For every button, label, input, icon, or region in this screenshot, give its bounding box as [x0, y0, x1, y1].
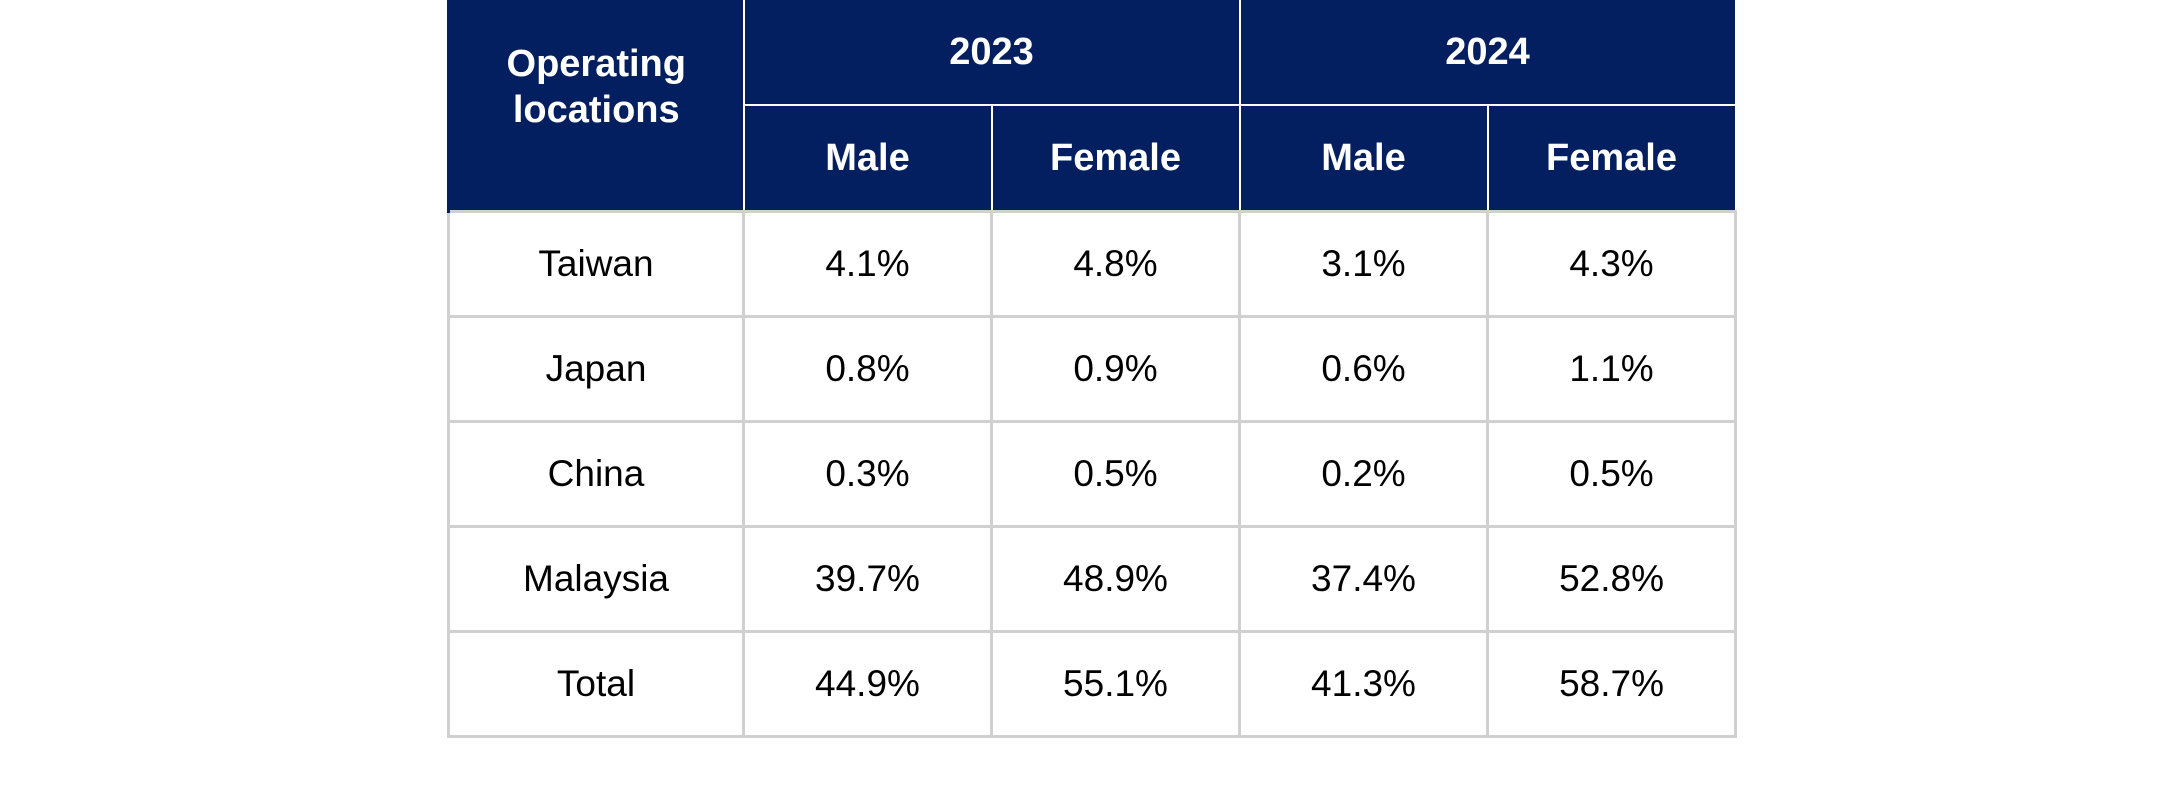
cell-2024-female: 58.7%: [1486, 630, 1738, 738]
cell-2024-female: 4.3%: [1486, 210, 1738, 318]
cell-2024-female: 52.8%: [1486, 525, 1738, 633]
cell-2023-male: 0.3%: [742, 420, 993, 528]
cell-2024-male: 3.1%: [1238, 210, 1490, 318]
table-row-total: Total 44.9% 55.1% 41.3% 58.7%: [447, 630, 1738, 738]
table-row-malaysia: Malaysia 39.7% 48.9% 37.4% 52.8%: [447, 525, 1738, 633]
header-operating-locations: Operating locations: [447, 0, 745, 213]
header-2023-male: Male: [742, 104, 993, 213]
header-row-years: Operating locations 2023 2024: [447, 0, 1737, 213]
cell-2023-male: 4.1%: [742, 210, 993, 318]
table-row-china: China 0.3% 0.5% 0.2% 0.5%: [447, 420, 1738, 528]
cell-2024-female: 1.1%: [1486, 315, 1738, 423]
cell-2024-male: 0.6%: [1238, 315, 1490, 423]
cell-2024-male: 37.4%: [1238, 525, 1490, 633]
data-table-container: Operating locations 2023 2024 Male Femal…: [447, 0, 1738, 738]
row-location: Japan: [447, 315, 745, 423]
header-year-2024: 2024: [1238, 0, 1737, 106]
cell-2023-female: 0.5%: [989, 420, 1242, 528]
cell-2023-male: 39.7%: [742, 525, 993, 633]
cell-2023-female: 0.9%: [989, 315, 1242, 423]
table-row-japan: Japan 0.8% 0.9% 0.6% 1.1%: [447, 315, 1738, 423]
header-row-gender: Male Female Male Female: [449, 104, 1737, 213]
header-2023-female: Female: [990, 104, 1241, 213]
cell-2023-female: 4.8%: [989, 210, 1242, 318]
cell-2023-female: 55.1%: [989, 630, 1242, 738]
gender-by-location-table: Operating locations 2023 2024 Male Femal…: [447, 0, 1738, 738]
cell-2023-male: 44.9%: [742, 630, 993, 738]
cell-2024-male: 0.2%: [1238, 420, 1490, 528]
cell-2024-male: 41.3%: [1238, 630, 1490, 738]
header-year-2023: 2023: [742, 0, 1241, 106]
header-2024-female: Female: [1486, 104, 1737, 213]
cell-2023-female: 48.9%: [989, 525, 1242, 633]
row-location: Malaysia: [447, 525, 745, 633]
header-2024-male: Male: [1238, 104, 1489, 213]
row-location: China: [447, 420, 745, 528]
cell-2024-female: 0.5%: [1486, 420, 1738, 528]
cell-2023-male: 0.8%: [742, 315, 993, 423]
table-row-taiwan: Taiwan 4.1% 4.8% 3.1% 4.3%: [447, 210, 1738, 318]
row-location: Taiwan: [447, 210, 745, 318]
row-location: Total: [447, 630, 745, 738]
